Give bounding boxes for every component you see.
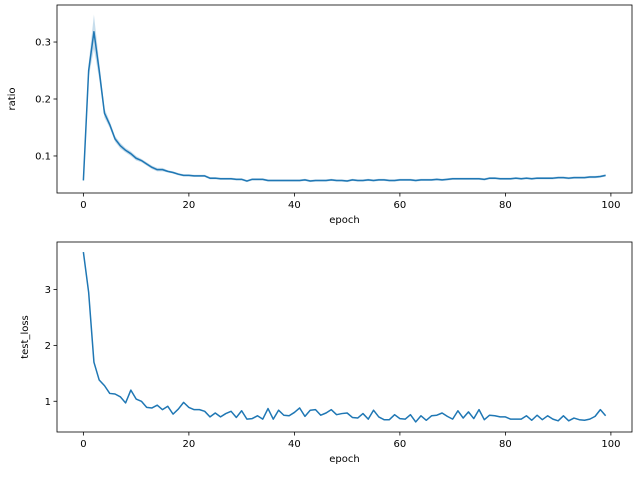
test-loss-x-tick-label: 20	[183, 439, 196, 450]
test-loss-y-tick-label: 1	[45, 397, 51, 408]
test-loss-y-axis-label: test_loss	[20, 315, 31, 359]
ratio-x-tick-label: 20	[183, 200, 196, 211]
test-loss-y-tick-label: 3	[45, 285, 51, 296]
ratio-series-line	[82, 31, 606, 182]
ratio-subplot: 0 20 40 60 80 100 0.1 0.2 0.3 epoch ratio	[7, 4, 633, 226]
ratio-x-axis-label: epoch	[329, 215, 359, 226]
ratio-y-tick-label: 0.3	[35, 38, 51, 49]
ratio-x-tick-label: 40	[288, 200, 301, 211]
test-loss-series-line	[82, 251, 607, 423]
test-loss-x-axis-label: epoch	[329, 454, 359, 465]
ratio-x-tick-label: 100	[601, 200, 620, 211]
ratio-x-tick-label: 80	[499, 200, 512, 211]
test-loss-y-tick-label: 2	[45, 341, 51, 352]
ratio-y-tick-label: 0.1	[35, 151, 51, 162]
test-loss-x-tick-label: 100	[601, 439, 620, 450]
test-loss-x-tick-label: 40	[288, 439, 301, 450]
test-loss-axes-frame	[56, 241, 633, 433]
ratio-confidence-band	[83, 14, 606, 183]
ratio-x-tick-label: 60	[394, 200, 407, 211]
ratio-y-axis-label: ratio	[7, 87, 18, 110]
test-loss-subplot: 0 20 40 60 80 100 1 2 3 epoch test_loss	[20, 241, 633, 465]
ratio-y-tick-label: 0.2	[35, 95, 51, 106]
ratio-x-tick-label: 0	[80, 200, 86, 211]
test-loss-x-tick-label: 0	[80, 439, 86, 450]
test-loss-x-tick-label: 80	[499, 439, 512, 450]
ratio-axes-frame	[56, 4, 633, 194]
test-loss-x-tick-label: 60	[394, 439, 407, 450]
